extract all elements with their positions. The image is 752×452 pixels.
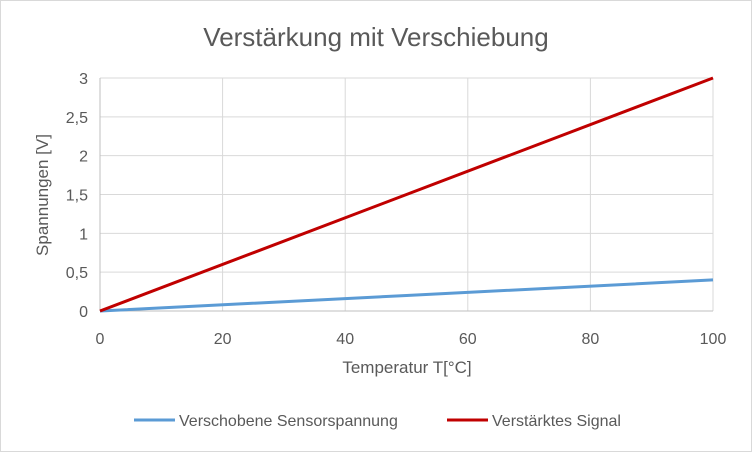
y-tick-label: 3 <box>79 71 88 88</box>
series-line-signal <box>99 76 714 313</box>
y-tick-label: 1 <box>79 226 88 243</box>
x-tick-label: 80 <box>582 331 600 348</box>
x-tick-label: 100 <box>700 331 727 348</box>
series-line-sensorspannung <box>99 278 714 313</box>
chart-title: Verstärkung mit Verschiebung <box>203 22 548 52</box>
y-tick-label: 2,5 <box>66 110 88 127</box>
y-tick-label: 1,5 <box>66 188 88 205</box>
x-tick-label: 60 <box>459 331 477 348</box>
legend-label-sensorspannung: Verschobene Sensorspannung <box>179 413 398 430</box>
series-layer <box>99 76 714 313</box>
x-tick-label: 20 <box>214 331 232 348</box>
x-tick-label: 0 <box>96 331 105 348</box>
x-tick-label: 40 <box>336 331 354 348</box>
legend: Verschobene Sensorspannung Verstärktes S… <box>134 413 621 430</box>
x-axis-title: Temperatur T[°C] <box>342 358 471 377</box>
y-tick-label: 0 <box>79 304 88 321</box>
y-axis-title: Spannungen [V] <box>33 134 52 256</box>
axis-layer: 0 0,5 1 1,5 2 2,5 3 0 20 40 60 80 100 <box>66 71 727 348</box>
y-tick-label: 2 <box>79 149 88 166</box>
y-tick-label: 0,5 <box>66 265 88 282</box>
legend-label-signal: Verstärktes Signal <box>492 413 621 430</box>
